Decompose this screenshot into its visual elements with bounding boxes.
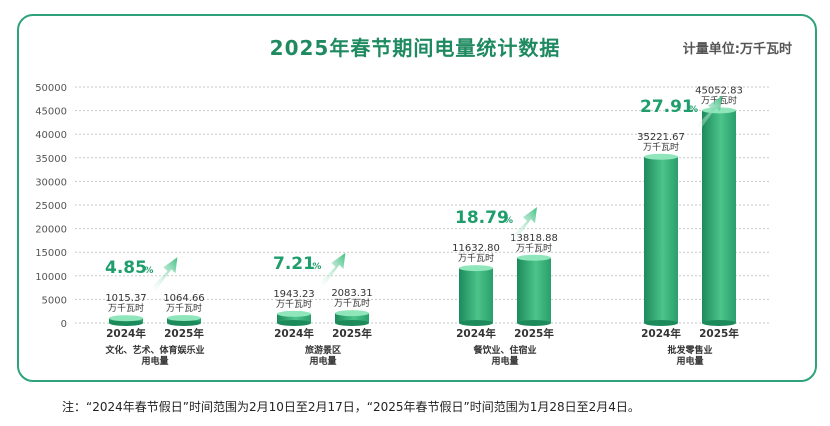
bar [644,156,678,323]
category-label: 用电量 [490,355,518,367]
value-unit-label: 万千瓦时 [276,298,312,310]
y-tick-label: 25000 [35,201,67,212]
growth-arrow [696,95,722,130]
bars-layer [109,107,736,326]
bar-base [277,320,311,326]
bar [517,257,551,323]
value-label: 45052.83 [695,85,743,96]
bar-base [517,320,551,326]
x-tick-label: 2024年 [456,327,496,340]
category-label: 批发零售业 [667,344,712,356]
y-tick-label: 5000 [42,295,67,306]
category-label: 用电量 [308,355,336,367]
y-tick-label: 50000 [35,83,67,94]
x-tick-label: 2024年 [274,327,314,340]
chart-card [17,14,817,382]
category-label: 旅游景区 [305,344,341,356]
growth-unit: % [144,266,153,276]
labels-layer: 1015.37万千瓦时2024年1064.66万千瓦时2025年文化、艺术、体育… [104,85,742,367]
growth-unit: % [312,262,321,272]
chart-title: 2025年春节期间电量统计数据 [269,36,561,60]
x-tick-label: 2025年 [164,327,204,340]
bar-base [459,320,493,326]
value-unit-label: 万千瓦时 [643,141,679,153]
bar-top [459,265,493,272]
growth-arrow [151,257,178,292]
bar-base [109,320,143,326]
growth-unit: % [689,105,698,115]
bar-chart: 0 5000 10000 15000 20000 25000 30000 35000 40000… [35,83,770,367]
value-unit-label: 万千瓦时 [458,252,494,264]
growth-arrow [319,252,346,287]
value-label: 35221.67 [637,132,685,143]
value-unit-label: 万千瓦时 [108,302,144,314]
bar-base [335,320,369,326]
x-tick-label: 2025年 [514,327,554,340]
y-tick-label: 20000 [35,225,67,236]
footnote: 注：“2024年春节假日”时间范围为2月10日至2月17日，“2025年春节假日… [62,400,640,414]
y-tick-label: 40000 [35,130,67,141]
bar-top [277,310,311,317]
bar-top [517,254,551,261]
growth-unit: % [504,216,513,226]
bar [335,313,369,323]
y-tick-label: 0 [61,319,67,330]
bar-top [644,153,678,160]
y-tick-label: 45000 [35,107,67,118]
bar-top [167,314,201,321]
category-label: 餐饮业、住宿业 [472,344,536,356]
growth-arrow [511,207,537,242]
growth-rate: 18.79 [455,208,509,228]
value-unit-label: 万千瓦时 [334,297,370,309]
bar [459,268,493,323]
value-label: 1064.66 [163,293,204,304]
growth-rate: 4.85 [105,258,147,278]
y-axis: 0 5000 10000 15000 20000 25000 30000 35000 40000… [35,83,67,330]
bar-base [702,320,736,326]
category-label: 用电量 [675,355,703,367]
growth-rate: 27.91 [640,97,694,117]
value-unit-label: 万千瓦时 [166,302,202,314]
value-label: 2083.31 [331,288,372,299]
bar-base [167,320,201,326]
bar [702,110,736,323]
y-tick-label: 10000 [35,272,67,283]
value-label: 11632.80 [452,243,500,254]
y-tick-label: 30000 [35,177,67,188]
bar-top [335,310,369,317]
unit-label: 计量单位:万千瓦时 [682,42,792,57]
category-label: 用电量 [140,355,168,367]
category-label: 文化、艺术、体育娱乐业 [104,344,204,356]
y-tick-label: 35000 [35,154,67,165]
bar-base [644,320,678,326]
x-tick-label: 2025年 [699,327,739,340]
x-tick-label: 2025年 [332,327,372,340]
value-label: 1015.37 [105,293,146,304]
x-tick-label: 2024年 [106,327,146,340]
x-tick-label: 2024年 [641,327,681,340]
value-label: 13818.88 [510,233,558,244]
growth-rate: 7.21 [273,254,315,274]
value-unit-label: 万千瓦时 [516,242,552,254]
bar-top [109,315,143,322]
value-label: 1943.23 [273,289,314,300]
y-tick-label: 15000 [35,248,67,259]
bar [277,313,311,323]
